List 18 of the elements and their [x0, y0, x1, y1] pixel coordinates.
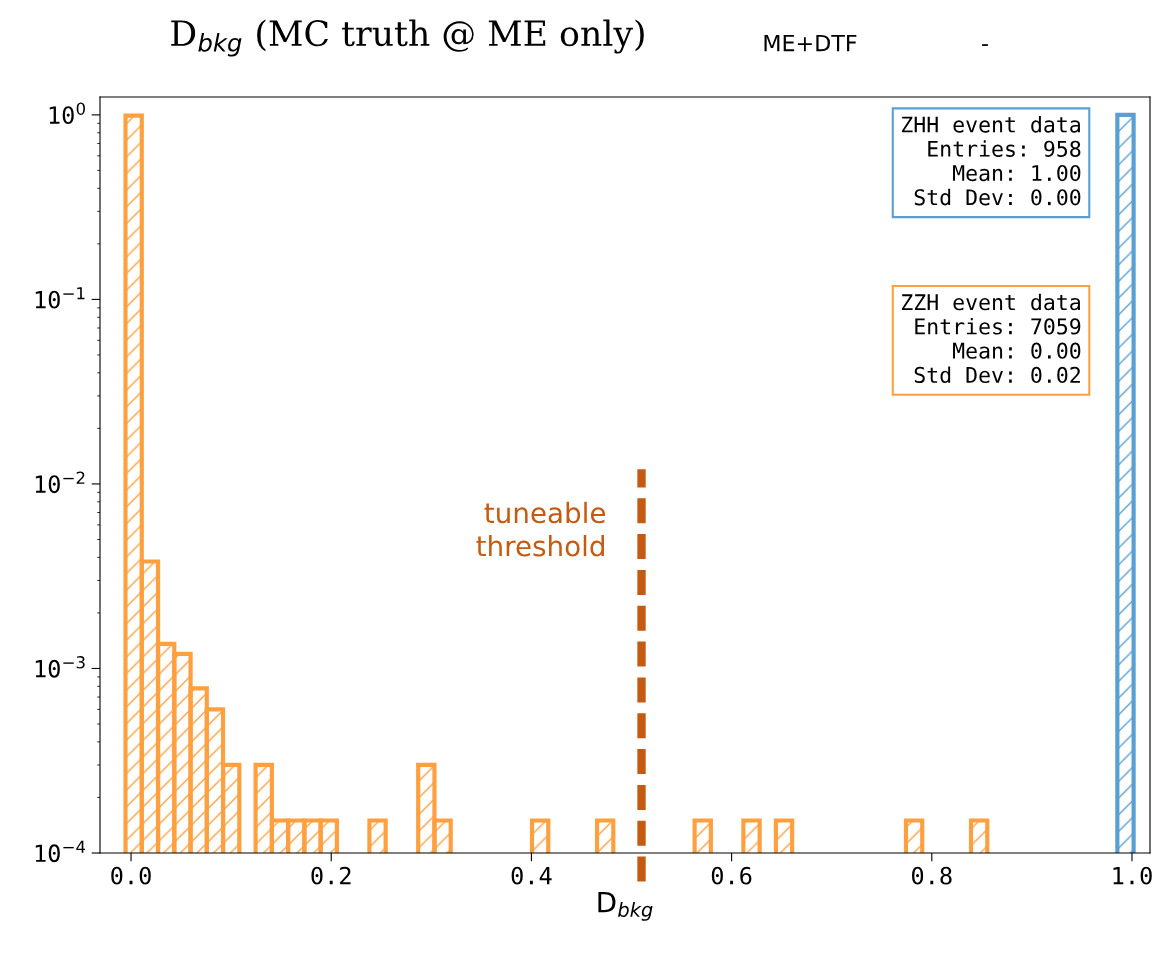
- x-tick-label: 0.0: [111, 866, 151, 885]
- x-tick-label: 1.0: [1113, 866, 1152, 885]
- x-tick-label: 0.2: [311, 866, 351, 885]
- chart-title: D$_{bkg}$ (MC truth @ ME only): [171, 19, 644, 57]
- text: ME+DTF: [764, 34, 857, 52]
- annotation: ZZH event data Entries: 7059 Mean: 0.00 Std Dev: 0.02: [901, 293, 1081, 384]
- y-tick-label: 10$^{−2}$: [35, 471, 85, 494]
- ref-line-label: tuneable threshold: [476, 501, 605, 557]
- y-tick-label: 10$^{−4}$: [35, 840, 86, 863]
- x-tick-label: 0.8: [912, 866, 952, 885]
- x-axis-title: D$_{bkg}$: [598, 891, 653, 921]
- y-tick-label: 10$^{−1}$: [35, 287, 85, 309]
- x-tick-label: 0.6: [711, 866, 752, 885]
- y-tick-label: 10$^{−3}$: [35, 656, 85, 678]
- text: -: [982, 44, 988, 46]
- y-tick-label: 10$^{0}$: [49, 102, 85, 125]
- x-tick-label: 0.4: [511, 866, 552, 885]
- annotation: ZHH event data Entries: 958 Mean: 1.00 Std Dev: 0.00: [901, 116, 1081, 206]
